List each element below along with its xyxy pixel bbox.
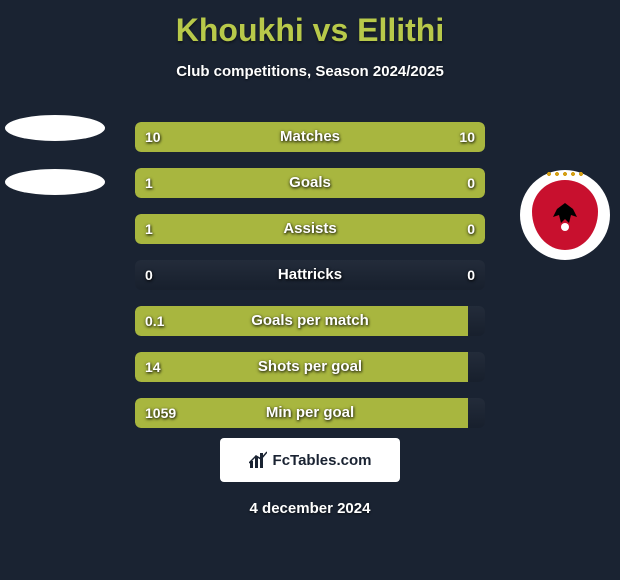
stat-row: 10Goals [135,168,485,198]
stat-row: 00Hattricks [135,260,485,290]
stat-row: 14Shots per goal [135,352,485,382]
brand-text: FcTables.com [273,452,372,469]
stat-row: 1010Matches [135,122,485,152]
stat-row: 0.1Goals per match [135,306,485,336]
footer-date: 4 december 2024 [0,500,620,517]
comparison-bars: 1010Matches 10Goals 10Assists 00Hattricks 0.… [135,122,485,444]
club-crest-icon [532,180,598,250]
stat-label: Assists [135,214,485,244]
chart-icon [249,451,267,469]
player-left-avatar [10,110,100,200]
stat-label: Matches [135,122,485,152]
eagle-icon [545,195,585,235]
stat-label: Hattricks [135,260,485,290]
placeholder-ellipse [5,115,105,141]
stat-row: 1059Min per goal [135,398,485,428]
stat-label: Min per goal [135,398,485,428]
stat-label: Goals [135,168,485,198]
page-title: Khoukhi vs Ellithi [0,0,620,49]
stat-label: Goals per match [135,306,485,336]
placeholder-ellipse [5,169,105,195]
player-right-avatar [520,170,610,260]
brand-logo: FcTables.com [220,438,400,482]
stat-row: 10Assists [135,214,485,244]
stat-label: Shots per goal [135,352,485,382]
page-subtitle: Club competitions, Season 2024/2025 [0,63,620,80]
